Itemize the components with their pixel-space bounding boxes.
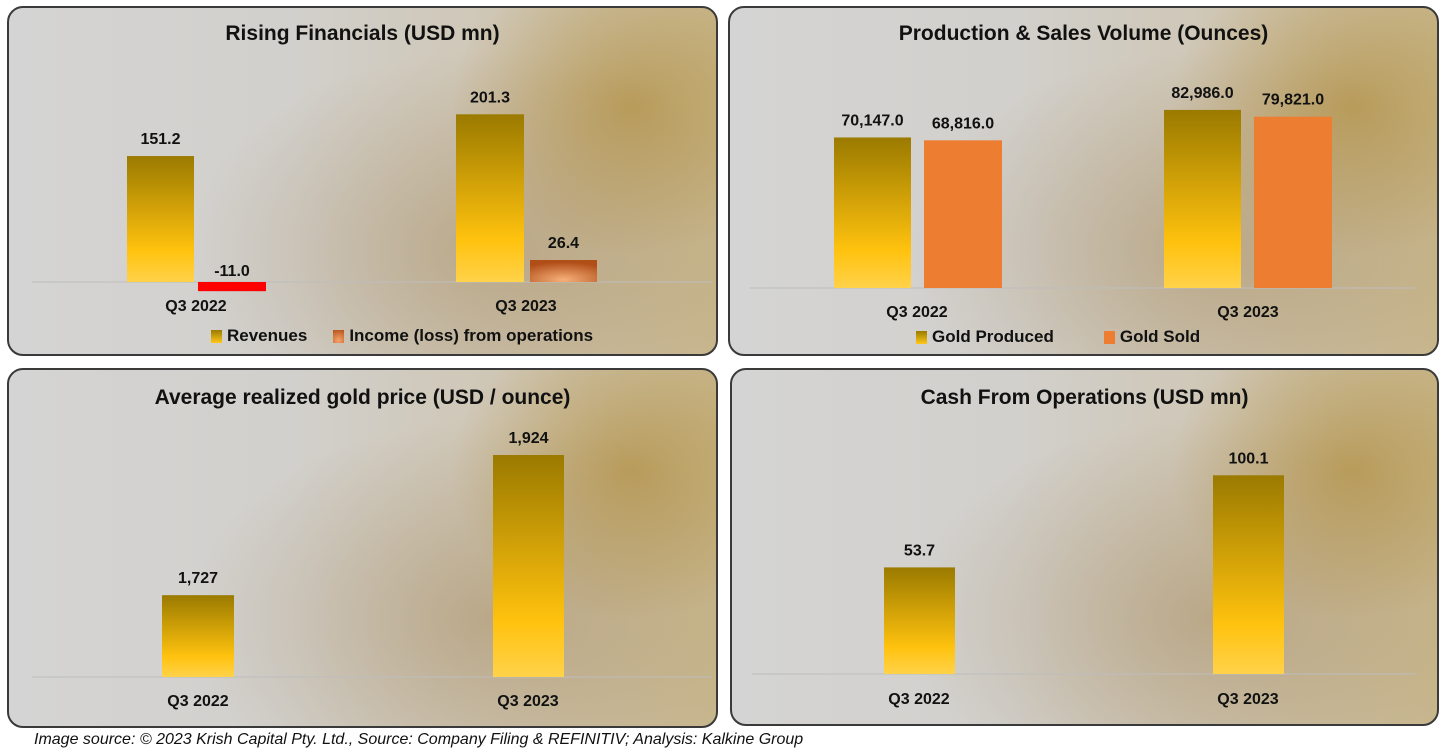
chart-title: Cash From Operations (USD mn) bbox=[920, 386, 1249, 409]
chart-title: Production & Sales Volume (Ounces) bbox=[898, 22, 1269, 45]
data-label: 1,727 bbox=[178, 570, 218, 587]
bar-gold-produced-0 bbox=[834, 137, 911, 288]
legend-item-income: Income (loss) from operations bbox=[333, 326, 593, 346]
category-label: Q3 2022 bbox=[886, 304, 947, 321]
bar-revenues-1 bbox=[456, 114, 524, 282]
legend-swatch bbox=[333, 329, 345, 343]
bar-income-loss-from-operations-1 bbox=[530, 260, 597, 282]
category-label: Q3 2023 bbox=[495, 298, 556, 315]
data-label: 100.1 bbox=[1228, 450, 1268, 467]
legend-swatch bbox=[211, 329, 222, 343]
data-label: 70,147.0 bbox=[841, 112, 903, 129]
bar-cash-from-operations-1 bbox=[1213, 475, 1284, 674]
bar-average-realized-gold-price-0 bbox=[162, 595, 234, 677]
legend-swatch bbox=[916, 330, 927, 344]
category-label: Q3 2023 bbox=[497, 693, 558, 710]
chart-title: Average realized gold price (USD / ounce… bbox=[154, 386, 571, 409]
avg-gold-price-chart: Average realized gold price (USD / ounce… bbox=[7, 368, 718, 728]
bar-gold-sold-0 bbox=[924, 140, 1002, 288]
category-label: Q3 2022 bbox=[165, 298, 226, 315]
data-label: -11.0 bbox=[214, 263, 250, 280]
legend: Gold Produced Gold Sold bbox=[916, 327, 1200, 347]
data-label: 82,986.0 bbox=[1171, 85, 1233, 102]
legend: Revenues Income (loss) from operations bbox=[211, 326, 593, 346]
legend-item-gold-produced: Gold Produced bbox=[916, 327, 1054, 347]
legend-label: Income (loss) from operations bbox=[349, 326, 594, 345]
data-label: 79,821.0 bbox=[1262, 92, 1324, 109]
data-label: 1,924 bbox=[508, 430, 548, 447]
bar-average-realized-gold-price-1 bbox=[493, 455, 564, 677]
legend-label: Revenues bbox=[227, 326, 308, 345]
data-label: 68,816.0 bbox=[932, 115, 994, 132]
data-label: 53.7 bbox=[904, 542, 935, 559]
bar-cash-from-operations-0 bbox=[884, 567, 955, 674]
cash-from-operations-chart: Cash From Operations (USD mn) bbox=[730, 368, 1439, 726]
bar-income-loss-from-operations-0 bbox=[198, 282, 266, 292]
category-label: Q3 2022 bbox=[167, 693, 228, 710]
category-label: Q3 2023 bbox=[1217, 691, 1278, 708]
footer-source: Image source: © 2023 Krish Capital Pty. … bbox=[34, 731, 804, 748]
legend-label: Gold Produced bbox=[932, 327, 1054, 346]
category-label: Q3 2022 bbox=[888, 691, 949, 708]
data-label: 201.3 bbox=[470, 89, 510, 106]
rising-financials-chart: Rising Financials (USD mn) Revenues Inco… bbox=[7, 6, 718, 356]
data-label: 151.2 bbox=[140, 131, 180, 148]
data-label: 26.4 bbox=[548, 235, 579, 252]
chart-title: Rising Financials (USD mn) bbox=[225, 22, 500, 45]
legend-item-gold-sold: Gold Sold bbox=[1103, 327, 1201, 347]
bar-gold-sold-1 bbox=[1254, 116, 1332, 288]
category-label: Q3 2023 bbox=[1217, 304, 1278, 321]
bar-revenues-0 bbox=[127, 156, 194, 282]
bar-gold-produced-1 bbox=[1164, 109, 1241, 288]
legend-swatch bbox=[1103, 330, 1115, 344]
legend-item-revenues: Revenues bbox=[211, 326, 307, 346]
legend-label: Gold Sold bbox=[1119, 327, 1201, 346]
